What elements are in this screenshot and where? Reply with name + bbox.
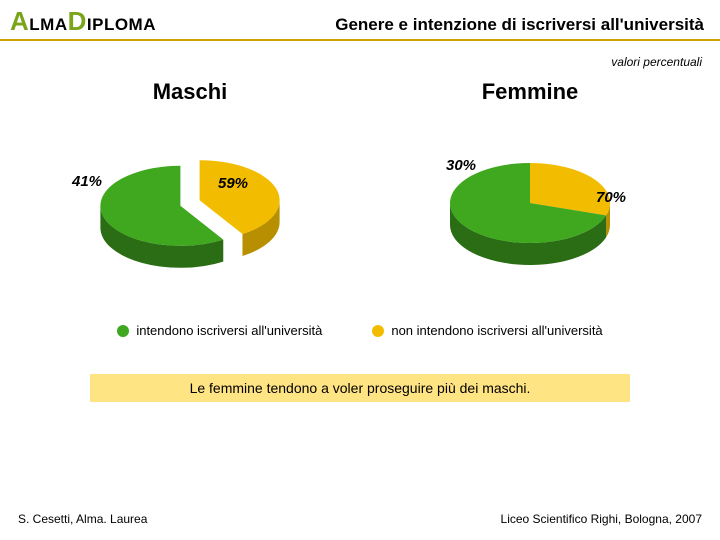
chart-title-femmine: Femmine: [370, 79, 690, 105]
footer-right: Liceo Scientifico Righi, Bologna, 2007: [501, 512, 702, 526]
footer-left: S. Cesetti, Alma. Laurea: [18, 512, 147, 526]
legend-dot-yes: [117, 325, 129, 337]
logo-a: A: [10, 6, 29, 36]
logo-iploma: IPLOMA: [87, 15, 156, 34]
pie-maschi: 41% 59%: [60, 135, 320, 295]
logo: ALMADIPLOMA: [10, 6, 156, 37]
value-note: valori percentuali: [0, 41, 720, 69]
logo-lma: LMA: [29, 15, 67, 34]
pie-femmine: 30% 70%: [400, 135, 660, 295]
footer: S. Cesetti, Alma. Laurea Liceo Scientifi…: [0, 512, 720, 526]
legend-item-no: non intendono iscriversi all'università: [372, 323, 602, 338]
chart-title-maschi: Maschi: [30, 79, 350, 105]
charts-row: Maschi 41% 59% Femmine 30% 70%: [0, 79, 720, 295]
pct-femmine-0: 30%: [446, 157, 476, 174]
pct-femmine-1: 70%: [596, 189, 626, 206]
legend: intendono iscriversi all'università non …: [0, 323, 720, 338]
header: ALMADIPLOMA Genere e intenzione di iscri…: [0, 0, 720, 41]
legend-label-no: non intendono iscriversi all'università: [391, 323, 602, 338]
legend-label-yes: intendono iscriversi all'università: [136, 323, 322, 338]
legend-dot-no: [372, 325, 384, 337]
highlight-note: Le femmine tendono a voler proseguire pi…: [90, 374, 630, 402]
page-title: Genere e intenzione di iscriversi all'un…: [335, 15, 704, 35]
pct-maschi-0: 41%: [72, 173, 102, 190]
pct-maschi-1: 59%: [218, 175, 248, 192]
chart-maschi: Maschi 41% 59%: [30, 79, 350, 295]
chart-femmine: Femmine 30% 70%: [370, 79, 690, 295]
logo-d: D: [68, 6, 87, 36]
legend-item-yes: intendono iscriversi all'università: [117, 323, 322, 338]
